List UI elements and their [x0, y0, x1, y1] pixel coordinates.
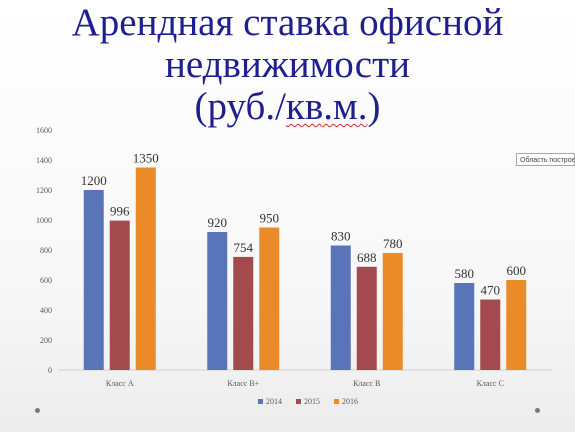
- title-line-3-end: ): [367, 85, 381, 128]
- bar-2014-3[interactable]: [330, 245, 351, 371]
- slide-dot-right: [535, 408, 540, 413]
- legend-swatch-2016: [334, 399, 339, 404]
- slide-dot-left: [35, 408, 40, 413]
- data-label: 580: [455, 266, 475, 281]
- y-tick-label: 200: [40, 336, 52, 345]
- title-unit-word: кв.м.: [285, 85, 368, 128]
- title-line-2: недвижимости: [165, 43, 410, 86]
- data-label: 1350: [133, 151, 159, 166]
- legend-swatch-2015: [296, 399, 301, 404]
- bar-2016-2[interactable]: [259, 227, 280, 371]
- bar-2016-3[interactable]: [382, 253, 403, 370]
- x-category-label: Класс А: [106, 379, 134, 388]
- data-label: 688: [357, 250, 377, 265]
- bar-2015-3[interactable]: [356, 266, 377, 370]
- x-category-label: Класс С: [477, 379, 504, 388]
- y-tick-label: 400: [40, 306, 52, 315]
- data-label: 950: [260, 211, 280, 226]
- y-tick-label: 1600: [36, 126, 52, 135]
- y-tick-label: 600: [40, 276, 52, 285]
- bar-2015-4[interactable]: [480, 299, 501, 371]
- data-label: 920: [208, 215, 228, 230]
- data-label: 780: [383, 236, 403, 251]
- bar-2016-4[interactable]: [506, 280, 527, 370]
- legend-label: 2015: [304, 397, 320, 406]
- bar-2015-1[interactable]: [109, 220, 130, 370]
- plot-area-tooltip: Область построения: [516, 153, 575, 166]
- data-label: 1200: [81, 173, 107, 188]
- legend-label: 2014: [266, 397, 282, 406]
- y-tick-label: 1000: [36, 216, 52, 225]
- data-label: 470: [481, 283, 501, 298]
- title-line-1: Арендная ставка офисной: [71, 1, 504, 44]
- bar-2016-1[interactable]: [135, 167, 156, 371]
- x-category-label: Класс В: [353, 379, 380, 388]
- title-line-3: (руб./кв.м.): [0, 86, 575, 128]
- legend-swatch-2014: [258, 399, 263, 404]
- bar-2014-2[interactable]: [207, 232, 228, 370]
- data-label: 996: [110, 204, 130, 219]
- data-label: 830: [331, 229, 351, 244]
- legend-label: 2016: [342, 397, 358, 406]
- slide-title: Арендная ставка офисной недвижимости (ру…: [0, 2, 575, 128]
- y-tick-label: 1200: [36, 186, 52, 195]
- bar-2015-2[interactable]: [233, 256, 254, 370]
- title-line-3-start: (руб./: [194, 85, 286, 128]
- bar-2014-4[interactable]: [454, 283, 475, 370]
- y-tick-label: 1400: [36, 156, 52, 165]
- bar-2014-1[interactable]: [83, 190, 104, 370]
- x-category-label: Класс В+: [227, 379, 259, 388]
- data-label: 600: [507, 263, 527, 278]
- data-label: 754: [234, 240, 254, 255]
- y-tick-label: 0: [48, 366, 52, 375]
- y-tick-label: 800: [40, 246, 52, 255]
